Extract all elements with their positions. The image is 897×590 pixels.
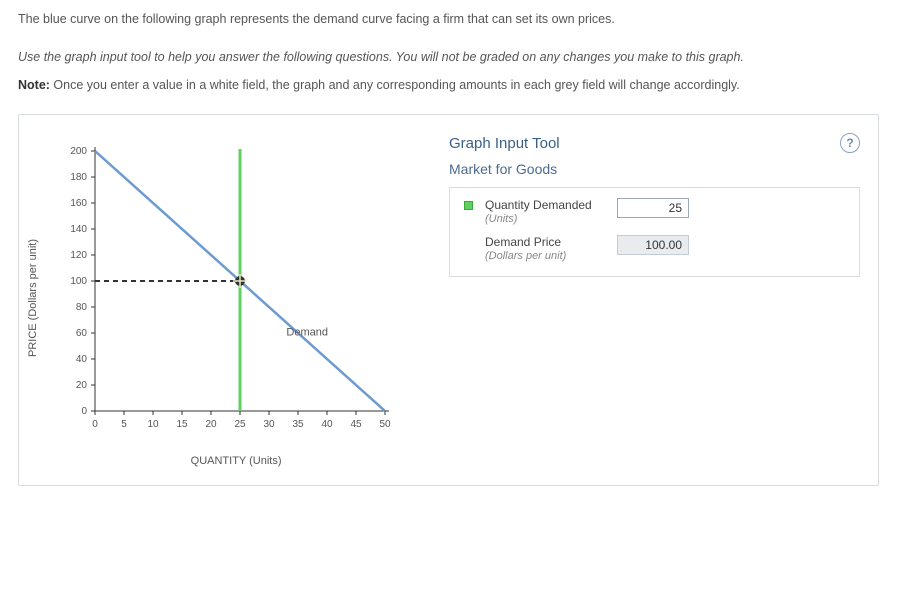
intro-text: The blue curve on the following graph re… — [18, 12, 879, 26]
svg-text:0: 0 — [92, 419, 98, 430]
tool-column: Graph Input Tool ? Market for Goods Quan… — [449, 133, 860, 463]
chart-column: PRICE (Dollars per unit) 020406080100120… — [37, 133, 417, 463]
quantity-unit: (Units) — [485, 213, 605, 227]
price-label: Demand Price — [485, 235, 605, 250]
svg-text:180: 180 — [70, 172, 87, 183]
svg-text:60: 60 — [76, 328, 88, 339]
svg-text:45: 45 — [350, 419, 362, 430]
x-axis-label: QUANTITY (Units) — [191, 455, 282, 467]
svg-text:20: 20 — [76, 380, 88, 391]
svg-text:40: 40 — [321, 419, 333, 430]
y-axis-label: PRICE (Dollars per unit) — [27, 239, 39, 357]
demand-chart[interactable]: PRICE (Dollars per unit) 020406080100120… — [37, 133, 417, 463]
svg-text:30: 30 — [263, 419, 275, 430]
svg-text:80: 80 — [76, 302, 88, 313]
svg-text:50: 50 — [379, 419, 391, 430]
svg-text:100: 100 — [70, 276, 87, 287]
svg-text:200: 200 — [70, 146, 87, 157]
quantity-row: Quantity Demanded (Units) — [464, 198, 845, 227]
svg-text:10: 10 — [147, 419, 159, 430]
price-swatch-spacer — [464, 238, 473, 247]
svg-text:0: 0 — [81, 406, 87, 417]
svg-text:120: 120 — [70, 250, 87, 261]
quantity-swatch-icon — [464, 201, 473, 210]
note-label: Note: — [18, 78, 50, 92]
tool-title: Graph Input Tool — [449, 135, 560, 152]
price-row: Demand Price (Dollars per unit) — [464, 235, 845, 264]
svg-text:40: 40 — [76, 354, 88, 365]
svg-text:15: 15 — [176, 419, 188, 430]
quantity-label: Quantity Demanded — [485, 198, 605, 213]
svg-text:5: 5 — [121, 419, 127, 430]
price-output — [617, 235, 689, 255]
svg-text:25: 25 — [234, 419, 246, 430]
svg-text:20: 20 — [205, 419, 217, 430]
svg-text:160: 160 — [70, 198, 87, 209]
main-panel: PRICE (Dollars per unit) 020406080100120… — [18, 114, 879, 486]
note-text: Once you enter a value in a white field,… — [50, 78, 740, 92]
quantity-input[interactable] — [617, 198, 689, 218]
instructions-note: Note: Once you enter a value in a white … — [18, 78, 879, 92]
svg-text:Demand: Demand — [286, 327, 328, 339]
svg-text:35: 35 — [292, 419, 304, 430]
tool-box: Quantity Demanded (Units) Demand Price (… — [449, 187, 860, 277]
instructions-italic: Use the graph input tool to help you ans… — [18, 50, 879, 64]
help-icon[interactable]: ? — [840, 133, 860, 153]
svg-text:140: 140 — [70, 224, 87, 235]
tool-subtitle: Market for Goods — [449, 161, 860, 177]
price-unit: (Dollars per unit) — [485, 250, 605, 264]
